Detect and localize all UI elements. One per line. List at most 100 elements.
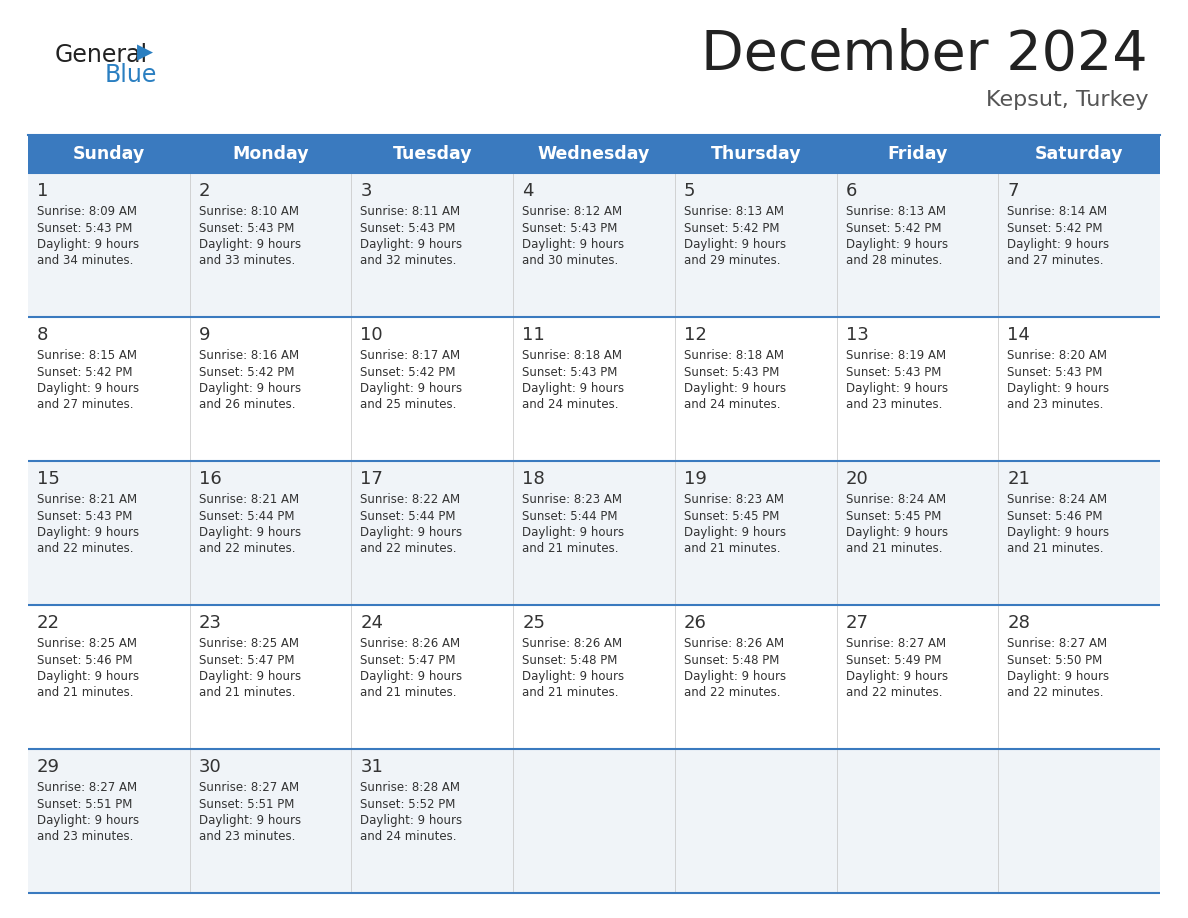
Text: Friday: Friday xyxy=(887,145,948,163)
Text: 31: 31 xyxy=(360,758,384,776)
Text: Daylight: 9 hours: Daylight: 9 hours xyxy=(198,238,301,251)
Text: Sunset: 5:45 PM: Sunset: 5:45 PM xyxy=(846,509,941,522)
Text: Thursday: Thursday xyxy=(710,145,801,163)
Text: Sunrise: 8:11 AM: Sunrise: 8:11 AM xyxy=(360,205,461,218)
Text: 7: 7 xyxy=(1007,182,1019,200)
Text: 21: 21 xyxy=(1007,470,1030,488)
Text: Sunrise: 8:13 AM: Sunrise: 8:13 AM xyxy=(846,205,946,218)
Text: Daylight: 9 hours: Daylight: 9 hours xyxy=(684,526,786,539)
Text: 24: 24 xyxy=(360,614,384,632)
Text: Sunrise: 8:28 AM: Sunrise: 8:28 AM xyxy=(360,781,461,794)
Text: Sunrise: 8:14 AM: Sunrise: 8:14 AM xyxy=(1007,205,1107,218)
Text: Sunset: 5:45 PM: Sunset: 5:45 PM xyxy=(684,509,779,522)
Text: Sunrise: 8:18 AM: Sunrise: 8:18 AM xyxy=(523,349,623,362)
Text: Sunrise: 8:23 AM: Sunrise: 8:23 AM xyxy=(684,493,784,506)
Text: Sunrise: 8:17 AM: Sunrise: 8:17 AM xyxy=(360,349,461,362)
Text: 19: 19 xyxy=(684,470,707,488)
Text: Daylight: 9 hours: Daylight: 9 hours xyxy=(684,670,786,683)
Text: and 21 minutes.: and 21 minutes. xyxy=(684,543,781,555)
Text: 15: 15 xyxy=(37,470,59,488)
Text: 13: 13 xyxy=(846,326,868,344)
Text: and 32 minutes.: and 32 minutes. xyxy=(360,254,457,267)
Text: and 23 minutes.: and 23 minutes. xyxy=(198,831,295,844)
Text: and 21 minutes.: and 21 minutes. xyxy=(1007,543,1104,555)
Text: Sunset: 5:50 PM: Sunset: 5:50 PM xyxy=(1007,654,1102,666)
Text: Daylight: 9 hours: Daylight: 9 hours xyxy=(198,526,301,539)
Text: and 21 minutes.: and 21 minutes. xyxy=(198,687,295,700)
Text: 10: 10 xyxy=(360,326,383,344)
Text: and 21 minutes.: and 21 minutes. xyxy=(360,687,457,700)
Text: Daylight: 9 hours: Daylight: 9 hours xyxy=(360,526,462,539)
Text: 2: 2 xyxy=(198,182,210,200)
Text: Sunrise: 8:15 AM: Sunrise: 8:15 AM xyxy=(37,349,137,362)
Bar xyxy=(29,135,1159,173)
Text: Sunset: 5:42 PM: Sunset: 5:42 PM xyxy=(198,365,295,378)
Text: Sunrise: 8:18 AM: Sunrise: 8:18 AM xyxy=(684,349,784,362)
Text: Sunrise: 8:21 AM: Sunrise: 8:21 AM xyxy=(198,493,299,506)
Text: Tuesday: Tuesday xyxy=(392,145,472,163)
Text: Sunset: 5:42 PM: Sunset: 5:42 PM xyxy=(37,365,133,378)
Text: Sunset: 5:43 PM: Sunset: 5:43 PM xyxy=(1007,365,1102,378)
Text: Daylight: 9 hours: Daylight: 9 hours xyxy=(1007,670,1110,683)
Text: Sunrise: 8:22 AM: Sunrise: 8:22 AM xyxy=(360,493,461,506)
Text: 25: 25 xyxy=(523,614,545,632)
Bar xyxy=(29,317,1159,461)
Text: Daylight: 9 hours: Daylight: 9 hours xyxy=(198,670,301,683)
Text: Daylight: 9 hours: Daylight: 9 hours xyxy=(846,670,948,683)
Text: and 21 minutes.: and 21 minutes. xyxy=(523,687,619,700)
Text: Sunrise: 8:16 AM: Sunrise: 8:16 AM xyxy=(198,349,299,362)
Text: Daylight: 9 hours: Daylight: 9 hours xyxy=(846,382,948,395)
Text: Sunset: 5:46 PM: Sunset: 5:46 PM xyxy=(1007,509,1102,522)
Text: Daylight: 9 hours: Daylight: 9 hours xyxy=(846,526,948,539)
Text: and 21 minutes.: and 21 minutes. xyxy=(37,687,133,700)
Text: Daylight: 9 hours: Daylight: 9 hours xyxy=(846,238,948,251)
Text: and 23 minutes.: and 23 minutes. xyxy=(37,831,133,844)
Text: Sunrise: 8:26 AM: Sunrise: 8:26 AM xyxy=(684,637,784,650)
Text: and 24 minutes.: and 24 minutes. xyxy=(523,398,619,411)
Text: Sunset: 5:44 PM: Sunset: 5:44 PM xyxy=(198,509,295,522)
Text: Sunrise: 8:25 AM: Sunrise: 8:25 AM xyxy=(198,637,298,650)
Text: Daylight: 9 hours: Daylight: 9 hours xyxy=(523,382,624,395)
Text: and 22 minutes.: and 22 minutes. xyxy=(1007,687,1104,700)
Text: 1: 1 xyxy=(37,182,49,200)
Text: Kepsut, Turkey: Kepsut, Turkey xyxy=(986,90,1148,110)
Text: and 22 minutes.: and 22 minutes. xyxy=(198,543,295,555)
Text: Daylight: 9 hours: Daylight: 9 hours xyxy=(37,526,139,539)
Text: Daylight: 9 hours: Daylight: 9 hours xyxy=(684,238,786,251)
Text: and 33 minutes.: and 33 minutes. xyxy=(198,254,295,267)
Text: Monday: Monday xyxy=(233,145,309,163)
Text: Sunrise: 8:26 AM: Sunrise: 8:26 AM xyxy=(523,637,623,650)
Text: and 34 minutes.: and 34 minutes. xyxy=(37,254,133,267)
Text: Daylight: 9 hours: Daylight: 9 hours xyxy=(360,814,462,827)
Text: 27: 27 xyxy=(846,614,868,632)
Text: and 22 minutes.: and 22 minutes. xyxy=(684,687,781,700)
Text: Sunrise: 8:27 AM: Sunrise: 8:27 AM xyxy=(37,781,137,794)
Text: Sunrise: 8:25 AM: Sunrise: 8:25 AM xyxy=(37,637,137,650)
Text: 22: 22 xyxy=(37,614,61,632)
Text: Daylight: 9 hours: Daylight: 9 hours xyxy=(37,814,139,827)
Text: Sunset: 5:47 PM: Sunset: 5:47 PM xyxy=(198,654,295,666)
Text: and 22 minutes.: and 22 minutes. xyxy=(846,687,942,700)
Text: Sunset: 5:43 PM: Sunset: 5:43 PM xyxy=(198,221,295,234)
Text: Sunrise: 8:20 AM: Sunrise: 8:20 AM xyxy=(1007,349,1107,362)
Text: 26: 26 xyxy=(684,614,707,632)
Text: Wednesday: Wednesday xyxy=(538,145,650,163)
Text: Sunrise: 8:21 AM: Sunrise: 8:21 AM xyxy=(37,493,137,506)
Text: Sunrise: 8:10 AM: Sunrise: 8:10 AM xyxy=(198,205,298,218)
Text: and 29 minutes.: and 29 minutes. xyxy=(684,254,781,267)
Text: and 30 minutes.: and 30 minutes. xyxy=(523,254,619,267)
Text: 11: 11 xyxy=(523,326,545,344)
Text: Daylight: 9 hours: Daylight: 9 hours xyxy=(37,238,139,251)
Text: Saturday: Saturday xyxy=(1035,145,1124,163)
Text: Sunset: 5:48 PM: Sunset: 5:48 PM xyxy=(523,654,618,666)
Text: Daylight: 9 hours: Daylight: 9 hours xyxy=(360,238,462,251)
Text: 9: 9 xyxy=(198,326,210,344)
Text: Sunrise: 8:27 AM: Sunrise: 8:27 AM xyxy=(198,781,299,794)
Bar xyxy=(29,749,1159,893)
Text: 23: 23 xyxy=(198,614,222,632)
Text: Sunset: 5:46 PM: Sunset: 5:46 PM xyxy=(37,654,133,666)
Text: Daylight: 9 hours: Daylight: 9 hours xyxy=(198,382,301,395)
Text: 5: 5 xyxy=(684,182,695,200)
Text: Sunset: 5:51 PM: Sunset: 5:51 PM xyxy=(37,798,132,811)
Text: General: General xyxy=(55,43,148,67)
